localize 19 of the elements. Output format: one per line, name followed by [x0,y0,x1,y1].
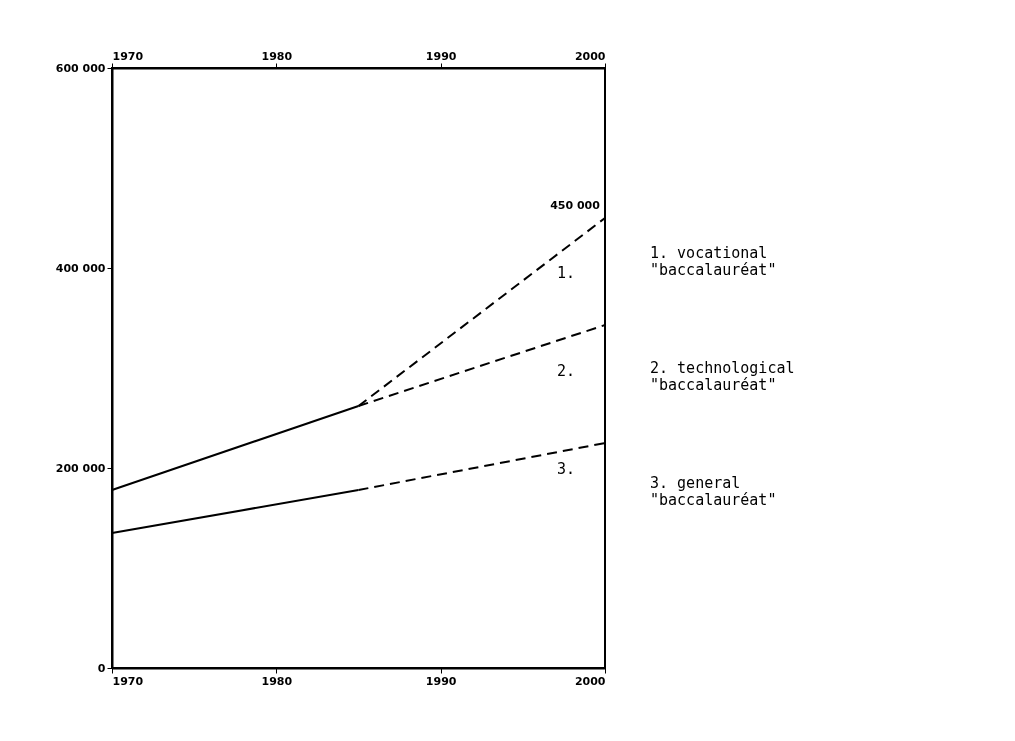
annotation: 1. [557,264,576,282]
text: 2. technological "baccalauréat" [650,359,795,394]
x-tick-label: 2000 [574,674,606,688]
text: 1. vocational "baccalauréat" [650,244,777,279]
y-tick-label: 0 [97,661,106,675]
x2-tick-label: 1980 [261,49,293,63]
x-tick-label: 1990 [425,674,457,688]
x2-tick-label: 1990 [425,49,457,63]
x-tick-label: 1970 [112,674,144,688]
x2-tick-label: 1970 [112,49,144,63]
text: 3. general "baccalauréat" [650,474,777,509]
annotation: 3. [557,460,576,478]
y-tick-label: 400 000 [55,261,106,275]
annotation: 450 000 [550,199,601,212]
y-tick-label: 600 000 [55,61,106,75]
y-tick-label: 200 000 [55,461,106,475]
x-tick-label: 1980 [261,674,293,688]
x2-tick-label: 2000 [574,49,606,63]
annotation: 2. [557,362,576,380]
